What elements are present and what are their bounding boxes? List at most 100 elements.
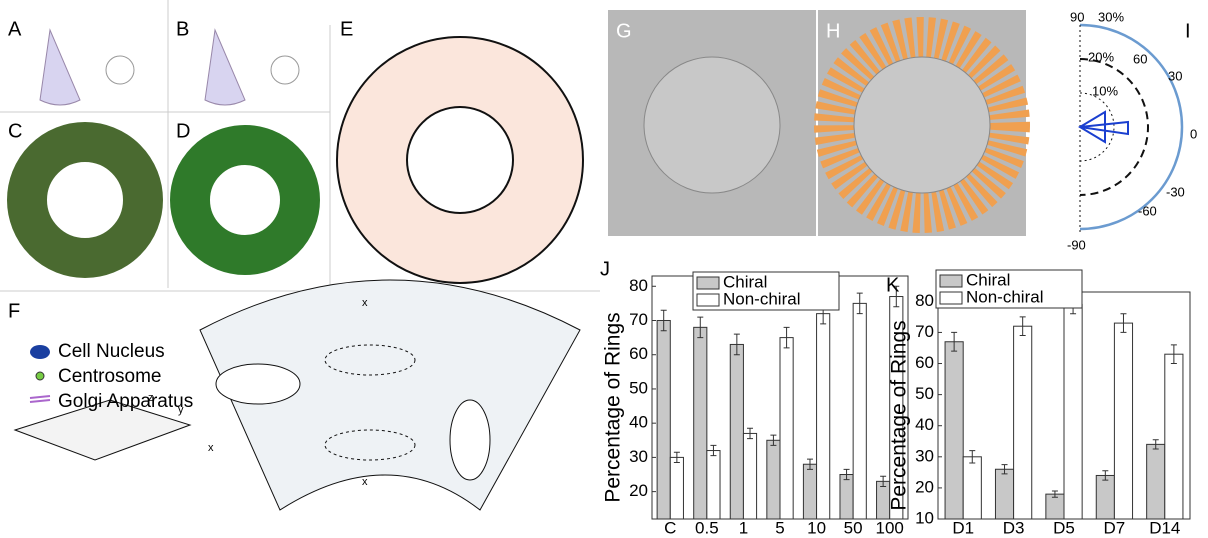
y-tick-label: 80 <box>629 276 648 295</box>
spiral <box>106 56 134 84</box>
bar <box>1114 323 1132 519</box>
radius-label: 30% <box>1098 9 1124 24</box>
y-axis-label: Percentage of Rings <box>602 312 625 502</box>
bar <box>803 464 816 519</box>
y-tick-label: 30 <box>915 446 934 465</box>
angle-label: 90 <box>1070 9 1084 24</box>
legend-text: Cell Nucleus <box>58 341 165 362</box>
x-tick-label: D14 <box>1149 518 1180 537</box>
micrograph-hole <box>854 57 990 193</box>
legend-text: Golgi Apparatus <box>58 391 193 412</box>
x-tick-label: 5 <box>775 518 784 537</box>
spiral <box>271 56 299 84</box>
y-tick-label: 50 <box>915 384 934 403</box>
panel-label: H <box>826 20 840 42</box>
x-tick-label: C <box>664 518 676 537</box>
left-panels: A B C D E F Cell Nucleus Centrosome Golg… <box>0 0 600 510</box>
bar <box>694 327 707 519</box>
y-tick-label: 10 <box>915 508 934 527</box>
x-tick-label: 1 <box>739 518 748 537</box>
bar <box>1147 444 1165 519</box>
x-tick-label: 100 <box>876 518 904 537</box>
panel-label: J <box>600 258 610 280</box>
panel-label: A <box>8 18 22 40</box>
legend-text: Non-chiral <box>966 287 1043 306</box>
angle-label: -30 <box>1166 184 1185 199</box>
x-tick-label: D3 <box>1003 518 1025 537</box>
polar-plot: I 90 60 30 0 -30 -60 -90 30% 20% 10% <box>1067 9 1197 252</box>
shell <box>205 30 245 105</box>
ring-image <box>190 145 300 255</box>
bar <box>945 342 963 519</box>
ring-inner <box>407 107 513 213</box>
bar <box>1046 494 1064 519</box>
axis-label: x <box>362 297 368 309</box>
bar <box>1165 354 1183 519</box>
y-tick-label: 40 <box>915 415 934 434</box>
panel-label: G <box>616 20 632 42</box>
panel-label: I <box>1185 20 1191 42</box>
bar <box>707 451 720 519</box>
x-tick-label: 0.5 <box>695 518 719 537</box>
bar <box>670 457 683 519</box>
bar <box>853 303 866 519</box>
x-tick-label: D5 <box>1053 518 1075 537</box>
legend-text: Non-chiral <box>723 289 800 308</box>
y-tick-label: 40 <box>629 413 648 432</box>
legend-nucleus <box>30 345 50 359</box>
y-tick-label: 30 <box>629 447 648 466</box>
angle-label: 30 <box>1168 68 1182 83</box>
legend-swatch <box>940 292 962 304</box>
bar <box>1014 326 1032 519</box>
figure: A B C D E F Cell Nucleus Centrosome Golg… <box>0 0 1208 538</box>
radius-label: 10% <box>1092 83 1118 98</box>
legend-swatch <box>940 275 962 287</box>
y-tick-label: 60 <box>915 353 934 372</box>
panel-label: D <box>176 120 190 142</box>
y-axis-label: Percentage of Rings <box>888 320 911 510</box>
bar <box>780 338 793 519</box>
y-tick-label: 70 <box>915 322 934 341</box>
axis-label: y <box>178 404 184 416</box>
angle-label: -60 <box>1138 203 1157 218</box>
axis-label: x <box>362 476 368 488</box>
bar <box>657 320 670 519</box>
legend-golgi <box>30 396 50 402</box>
y-tick-label: 20 <box>915 477 934 496</box>
panel-label: B <box>176 18 189 40</box>
micrographs: G H <box>608 10 1026 236</box>
y-tick-label: 20 <box>629 481 648 500</box>
panel-label: C <box>8 120 22 142</box>
angle-label: 60 <box>1133 51 1147 66</box>
bar <box>1064 304 1082 519</box>
legend-centrosome <box>36 372 44 380</box>
bar <box>817 314 830 519</box>
ring-image <box>27 142 143 258</box>
panel-label: E <box>340 18 353 40</box>
x-tick-label: D1 <box>952 518 974 537</box>
legend-swatch <box>697 277 719 289</box>
legend-text: Centrosome <box>58 366 162 387</box>
axis-label: z <box>148 392 154 404</box>
panel-label: F <box>8 300 20 322</box>
y-tick-label: 50 <box>629 378 648 397</box>
cell <box>450 400 490 480</box>
angle-label: -90 <box>1067 237 1086 252</box>
bar <box>995 469 1013 519</box>
x-tick-label: D7 <box>1104 518 1126 537</box>
cell <box>216 364 300 404</box>
x-tick-label: 50 <box>844 518 863 537</box>
panel-label: K <box>886 274 900 296</box>
bar <box>1096 475 1114 519</box>
angle-label: 0 <box>1190 126 1197 141</box>
y-tick-label: 80 <box>915 291 934 310</box>
bar <box>963 457 981 519</box>
micrograph-hole <box>644 57 780 193</box>
legend-swatch <box>697 294 719 306</box>
y-tick-label: 60 <box>629 344 648 363</box>
radius-label: 20% <box>1088 49 1114 64</box>
y-tick-label: 70 <box>629 310 648 329</box>
x-tick-label: 10 <box>807 518 826 537</box>
shell <box>40 30 80 105</box>
bar <box>840 475 853 519</box>
